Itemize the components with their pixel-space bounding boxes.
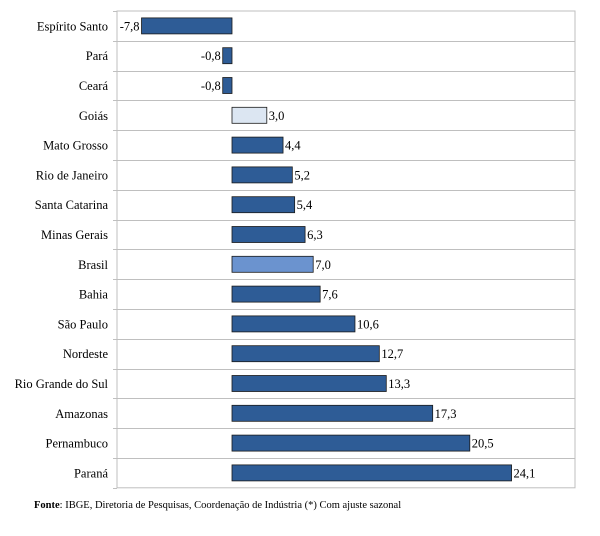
category-label: Bahia [79,288,109,302]
bar [231,106,268,124]
category-label: Ceará [79,79,109,93]
value-label: 12,7 [381,347,403,361]
category-label: Santa Catarina [35,198,109,212]
value-label: 20,5 [472,437,494,451]
category-label: Espírito Santo [37,19,108,33]
category-label: Brasil [78,258,108,272]
bar [231,375,387,392]
bar [231,345,380,363]
bar [231,315,356,333]
category-label: Goiás [79,109,108,123]
value-label: 3,0 [269,109,285,123]
category-label: São Paulo [58,317,108,331]
bar [231,226,306,243]
bar [231,255,314,273]
value-label: 24,1 [514,466,536,480]
bar [222,47,233,65]
category-label: Amazonas [55,407,108,421]
source-label: Fonte [34,500,60,511]
category-label: Rio Grande do Sul [15,377,109,391]
category-label: Minas Gerais [41,228,108,242]
bar [141,17,233,35]
value-label: 6,3 [307,228,323,242]
value-label: 7,0 [315,258,331,272]
category-label: Nordeste [63,347,109,361]
bar [231,285,321,303]
value-label: 7,6 [322,288,338,302]
category-label: Paraná [74,466,108,480]
category-label: Pará [86,49,109,63]
source-note: Fonte: IBGE, Diretoria de Pesquisas, Coo… [34,500,401,511]
bar [222,77,233,94]
bar [231,464,512,482]
value-label: -7,8 [120,19,140,33]
value-label: 5,4 [297,198,313,212]
category-label: Rio de Janeiro [36,168,108,182]
bar [231,166,293,184]
value-label: 4,4 [285,139,301,153]
source-text: : IBGE, Diretoria de Pesquisas, Coordena… [59,500,402,511]
value-label: -0,8 [201,79,221,93]
bar-chart-svg: Espírito Santo -7,8 Pará -0,8 Ceará -0,8 Goiás… [15,10,576,489]
value-label: 13,3 [388,377,410,391]
value-label: 10,6 [357,317,379,331]
bar [231,434,471,452]
value-label: -0,8 [201,49,221,63]
value-label: 17,3 [435,407,457,421]
value-label: 5,2 [294,168,310,182]
category-label: Mato Grosso [43,139,108,153]
bar-chart: Espírito Santo -7,8 Pará -0,8 Ceará -0,8 Goiás… [15,10,576,489]
bar [231,404,434,422]
bar [231,196,296,214]
bar [231,136,284,154]
category-label: Pernambuco [46,437,108,451]
